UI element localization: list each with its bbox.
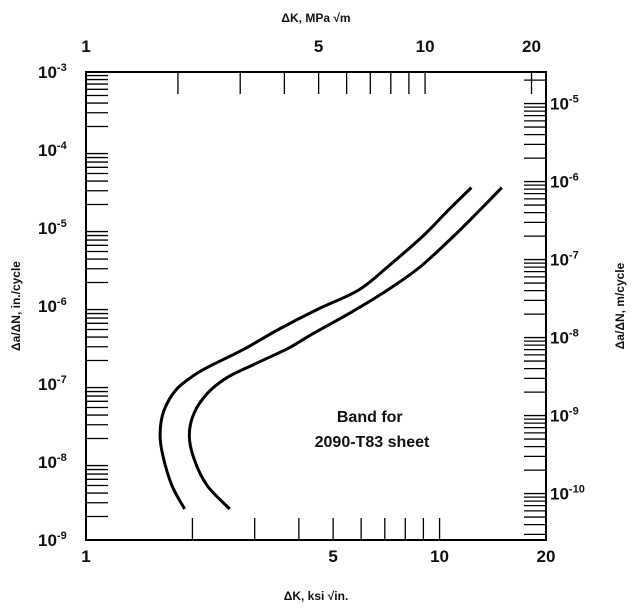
y-right-tick-exponent: -6: [569, 172, 579, 184]
y-right-tick-label: 10-6: [550, 172, 579, 192]
x-top-tick-label: 10: [416, 37, 435, 56]
y-left-tick-label: 10-6: [38, 296, 67, 316]
y-left-tick-label: 10-9: [38, 530, 67, 550]
y-right-tick-label: 10-9: [550, 406, 579, 426]
y-left-tick-exponent: -8: [57, 452, 67, 464]
band-curves: [158, 186, 503, 511]
y-left-tick-label: 10-5: [38, 218, 67, 238]
y-left-tick-label: 10-7: [38, 374, 67, 394]
x-top-axis-title: ΔK, MPa √m: [281, 11, 350, 25]
minor-ticks: [86, 72, 546, 540]
x-bottom-tick-label: 10: [430, 547, 449, 566]
y-right-tick-exponent: -10: [569, 484, 585, 496]
x-bottom-tick-label: 1: [81, 547, 90, 566]
band-upper-bound-curve: [187, 186, 503, 511]
y-left-tick-exponent: -4: [57, 140, 68, 152]
y-right-tick-exponent: -9: [569, 406, 579, 418]
y-right-tick-label: 10-5: [550, 94, 579, 114]
plot-frame: [85, 71, 547, 541]
annotation-line-1: Band for: [337, 409, 403, 426]
y-right-tick-label: 10-10: [550, 484, 585, 504]
y-left-tick-exponent: -3: [57, 62, 67, 74]
x-top-tick-label: 1: [81, 37, 90, 56]
x-bottom-tick-label: 20: [537, 547, 556, 566]
y-right-tick-exponent: -8: [569, 328, 579, 340]
y-left-tick-label: 10-3: [38, 62, 67, 82]
y-right-tick-label: 10-7: [550, 250, 579, 270]
annotation-label: Band for 2090-T83 sheet: [315, 409, 430, 451]
y-left-tick-exponent: -9: [57, 530, 67, 542]
annotation-line-2: 2090-T83 sheet: [315, 434, 430, 451]
y-left-tick-label: 10-8: [38, 452, 67, 472]
x-bottom-tick-label: 5: [328, 547, 337, 566]
y-left-tick-exponent: -5: [57, 218, 67, 230]
y-right-tick-exponent: -5: [569, 94, 579, 106]
tick-labels: 1 5 10 201 5 10 2010-910-810-710-610-510-410-3…: [38, 37, 585, 566]
y-left-tick-exponent: -7: [57, 374, 67, 386]
x-top-tick-label: 5: [314, 37, 323, 56]
band-lower-bound-curve: [158, 186, 473, 510]
y-left-tick-label: 10-4: [38, 140, 68, 160]
x-top-tick-label: 20: [522, 37, 541, 56]
y-left-tick-exponent: -6: [57, 296, 67, 308]
y-right-tick-exponent: -7: [569, 250, 579, 262]
y-left-axis-title: Δa/ΔN, in./cycle: [9, 261, 23, 351]
y-right-axis-title: Δa/ΔN, m/cycle: [613, 262, 627, 349]
y-right-tick-label: 10-8: [550, 328, 579, 348]
x-bottom-axis-title: ΔK, ksi √in.: [284, 589, 349, 603]
